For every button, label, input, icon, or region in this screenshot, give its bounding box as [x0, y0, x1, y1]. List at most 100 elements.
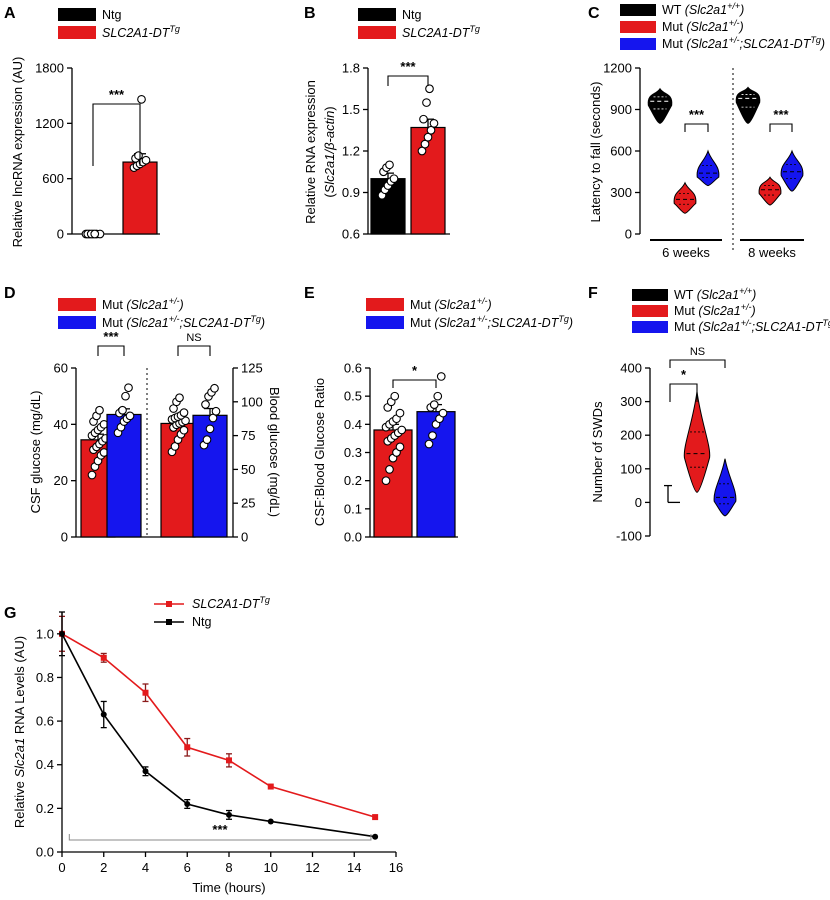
bar-csf-mut-tg: [106, 413, 142, 538]
violin-mut: [683, 391, 711, 493]
legend-f-swatch: [632, 321, 668, 333]
y-axis-right-tick-label: 100: [241, 394, 263, 409]
x-axis-tick-label: 8: [225, 860, 232, 875]
x-axis-tick-label: 2: [100, 860, 107, 875]
data-point: [395, 408, 405, 418]
y-axis-title: Relative Slc2a1 RNA Levels (AU): [12, 636, 27, 828]
data-point-ntg: [59, 630, 65, 637]
panel-label: E: [304, 285, 315, 302]
y-axis-tick-label: 0: [61, 530, 68, 545]
y-axis-tick-label: 1.2: [342, 144, 360, 159]
y-axis-tick-label: 600: [42, 171, 64, 186]
y-axis-tick-label: 600: [610, 144, 632, 159]
sig-d-csf-bracket: [97, 345, 125, 356]
legend-d-label: Mut (Slc2a1+/-): [102, 296, 184, 312]
legend-e-label: Mut (Slc2a1+/-): [410, 296, 492, 312]
violin-6wk: [647, 87, 673, 124]
violin-mut-tg: [713, 458, 737, 517]
data-point: [121, 391, 130, 401]
sig-e-label: *: [412, 363, 418, 378]
legend-e-swatch: [366, 316, 404, 329]
sig-f-1-label: *: [681, 367, 687, 382]
data-point: [181, 416, 190, 426]
data-point: [179, 408, 189, 417]
data-point: [428, 431, 437, 440]
x-axis-tick-label: 12: [305, 860, 319, 875]
sig-b-bracket: [387, 75, 429, 86]
legend-c-label: Mut (Slc2a1+/-;SLC2A1-DTTg): [662, 35, 825, 51]
x-axis-tick-label: 16: [389, 860, 403, 875]
x-axis-title: Time (hours): [192, 880, 265, 895]
data-point-tg: [141, 155, 151, 165]
legend-d-swatch: [58, 316, 96, 329]
data-point: [397, 425, 407, 435]
sig-g-bracket: [68, 834, 372, 841]
data-point-tg: [184, 744, 191, 751]
panel-c: C WT (Slc2a1+/+)Mut (Slc2a1+/-)Mut (Slc2a…: [588, 1, 825, 260]
y-axis-tick-label: 0.2: [344, 473, 362, 488]
x-axis-tick-label: 0: [58, 860, 65, 875]
panel-g: G SLC2A1-DTTg Ntg 0.0 0.2 0.4 0.6 0.8 1.0 0 2 4 6 8 10…: [4, 595, 403, 895]
sig-c-label: ***: [689, 107, 705, 122]
bar-blood-mut-tg: [192, 414, 228, 538]
data-point-tg: [137, 95, 146, 104]
legend-d-label: Mut (Slc2a1+/-;SLC2A1-DTTg): [102, 314, 265, 330]
legend-e-swatch: [366, 298, 404, 311]
data-point-ntg: [372, 833, 379, 840]
panel-b: B Ntg SLC2A1-DTTg 0.6 0.9 1.2 1.5 1.8 Relative R…: [303, 5, 480, 242]
data-point: [395, 442, 405, 452]
panel-label: C: [588, 5, 600, 22]
x-axis-tick-label: 14: [347, 860, 361, 875]
violin-6wk: [673, 181, 697, 214]
y-axis-tick-label: 300: [610, 185, 632, 200]
panel-label: A: [4, 5, 16, 22]
y-axis-right-tick-label: 50: [241, 462, 255, 477]
y-axis-title: Number of SWDs: [590, 401, 605, 503]
sig-a-bracket: [92, 103, 141, 166]
series-line-tg: [61, 633, 376, 818]
y-axis-tick-label: 100: [620, 461, 642, 476]
data-point: [175, 393, 184, 403]
sig-f-2-bracket: [669, 359, 726, 368]
data-point-ntg: [385, 160, 394, 170]
legend-f-label: WT (Slc2a1+/+): [674, 286, 756, 302]
violin-6wk: [696, 149, 720, 187]
data-point: [429, 400, 439, 409]
data-point: [381, 476, 391, 486]
panel-label: F: [588, 285, 598, 302]
sig-d-blood-bracket: [177, 345, 211, 356]
bar-tg: [122, 161, 158, 235]
y-axis-title: CSF:Blood Glucose Ratio: [312, 378, 327, 526]
x-axis-tick-label: 10: [264, 860, 278, 875]
y-axis-tick-label: 200: [620, 428, 642, 443]
violin-8wk: [758, 176, 782, 206]
y-axis-tick-label: 1.5: [342, 102, 360, 117]
data-point: [202, 435, 212, 445]
data-point-ntg: [90, 229, 100, 239]
data-point: [433, 391, 443, 401]
y-axis-tick-label: 0.3: [344, 445, 362, 460]
data-point-ntg: [142, 768, 149, 775]
y-axis-tick-label: 1200: [603, 61, 632, 76]
y-axis-tick-label: 0.6: [344, 361, 362, 376]
violin-8wk: [735, 86, 761, 124]
y-axis-tick-label: 0: [625, 227, 632, 242]
data-point-ntg: [100, 711, 107, 718]
legend-a-label: SLC2A1-DTTg: [102, 24, 180, 40]
sig-b-label: ***: [400, 59, 416, 74]
y-axis-tick-label: 20: [54, 473, 68, 488]
y-axis-title-2: (Slc2a1/β-actin): [322, 106, 337, 197]
panel-e: E Mut (Slc2a1+/-) Mut (Slc2a1+/-;SLC2A1-DT…: [304, 285, 573, 545]
legend-c-swatch: [620, 21, 656, 33]
data-point: [95, 405, 104, 415]
legend-c-swatch: [620, 4, 656, 16]
sig-e-bracket: [392, 379, 437, 388]
legend-f-swatch: [632, 289, 668, 301]
data-point-tg: [100, 654, 107, 661]
y-axis-tick-label: 0.1: [344, 501, 362, 516]
data-point: [385, 465, 394, 474]
legend-b-swatch: [358, 26, 396, 39]
data-point-tg: [267, 783, 274, 790]
data-point-ntg: [389, 174, 399, 184]
